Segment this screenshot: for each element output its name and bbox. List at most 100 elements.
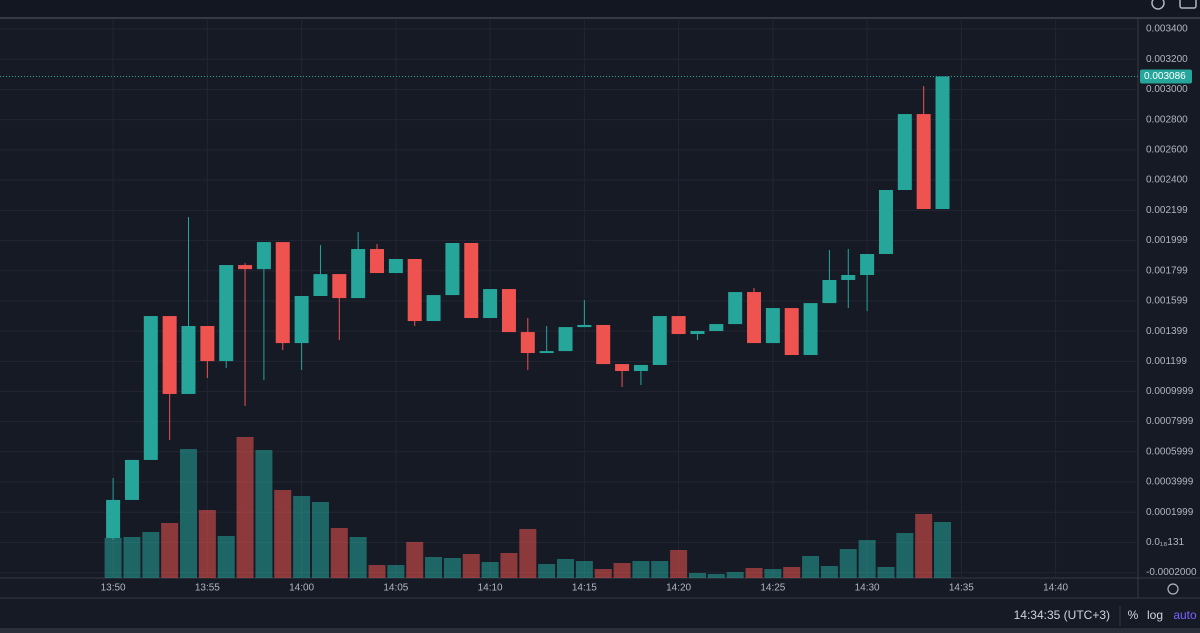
axis-settings-icon[interactable]: [1167, 583, 1179, 595]
candle-body: [143, 316, 158, 460]
percent-toggle[interactable]: %: [1128, 608, 1139, 622]
log-toggle[interactable]: log: [1147, 608, 1163, 622]
y-tick-label: 0.001599: [1146, 296, 1188, 307]
candle-body: [690, 331, 705, 335]
candle-body: [671, 316, 686, 335]
volume-bar: [293, 496, 311, 578]
volume-bar: [123, 537, 141, 578]
y-tick-label: 0.002400: [1146, 175, 1188, 186]
candle-body: [124, 459, 139, 500]
y-tick-label: 0.001199: [1146, 356, 1187, 367]
volume-bar: [877, 567, 895, 578]
volume-bar: [802, 556, 820, 578]
volume-bar: [557, 559, 575, 578]
volume-bar: [915, 514, 933, 578]
y-tick-label: 0.001799: [1146, 265, 1188, 276]
camera-icon[interactable]: [1179, 0, 1197, 9]
y-tick-label: 0.001999: [1146, 235, 1188, 246]
candle-body: [219, 265, 234, 362]
candle-body: [200, 326, 215, 362]
volume-bar: [274, 490, 292, 578]
candle-body: [539, 351, 554, 354]
candle-body: [332, 274, 347, 299]
volume-bar: [349, 537, 367, 578]
auto-toggle[interactable]: auto: [1173, 608, 1197, 622]
candle-body: [916, 114, 931, 210]
candle-body: [256, 242, 271, 270]
candle-body: [652, 316, 667, 365]
x-tick-label: 14:35: [949, 583, 974, 594]
y-tick-label: 0.003000: [1146, 84, 1188, 95]
candle-body: [464, 242, 479, 319]
top-bar: [0, 0, 1200, 18]
y-tick-label: 0.003200: [1146, 54, 1188, 65]
candle-body: [407, 258, 422, 322]
volume-bar: [406, 542, 424, 578]
volume-bar: [481, 562, 499, 578]
candle-body: [784, 308, 799, 356]
volume-bar: [368, 565, 386, 578]
candle-body: [596, 324, 611, 365]
candle-body: [370, 249, 385, 274]
volume-bar: [575, 561, 593, 578]
volume-bar: [726, 572, 744, 578]
volume-bar: [688, 573, 706, 578]
volume-bar: [820, 566, 838, 578]
x-tick-label: 14:05: [383, 583, 408, 594]
volume-bar: [104, 538, 122, 578]
settings-icon[interactable]: [1151, 0, 1165, 10]
x-tick-label: 14:00: [289, 583, 314, 594]
candle-body: [181, 326, 196, 394]
volume-bar: [161, 523, 179, 578]
x-tick-label: 14:30: [855, 583, 880, 594]
y-tick-label: 0.0009999: [1146, 386, 1194, 397]
candle-body: [615, 364, 630, 372]
volume-bar: [500, 553, 518, 578]
y-tick-label: 0.002800: [1146, 114, 1188, 125]
volume-bar: [934, 522, 952, 578]
last-price-label: 0.003086: [1144, 71, 1186, 82]
volume-bar: [142, 532, 160, 578]
volume-bar: [519, 529, 537, 578]
y-tick-label: 0.0003999: [1146, 477, 1194, 488]
x-tick-label: 14:40: [1043, 583, 1068, 594]
x-tick-label: 14:25: [760, 583, 785, 594]
x-tick-label: 14:10: [478, 583, 503, 594]
candle-body: [426, 295, 441, 322]
candle-body: [445, 242, 460, 296]
volume-bar: [896, 533, 914, 578]
candle-body: [841, 274, 856, 280]
candle-body: [483, 289, 498, 319]
x-tick-label: 13:55: [195, 583, 220, 594]
candle-body: [351, 249, 366, 299]
volume-bar: [651, 561, 669, 578]
volume-bar: [198, 510, 216, 578]
volume-bar: [839, 549, 857, 578]
volume-bar: [255, 450, 273, 578]
candle-body: [878, 189, 893, 255]
y-tick-label: 0.002600: [1146, 144, 1188, 155]
candle-body: [313, 274, 328, 296]
scrollbar: [0, 628, 1200, 633]
volume-bar: [387, 565, 405, 578]
volume-bar: [330, 528, 348, 578]
candle-body: [501, 289, 516, 333]
candle-body: [275, 242, 290, 344]
candle-body: [388, 258, 403, 274]
y-tick-label: 0.003400: [1146, 24, 1188, 35]
volume-bar: [311, 502, 329, 578]
candle-body: [803, 303, 818, 356]
volume-bar: [632, 561, 650, 578]
y-tick-label: 0.0007999: [1146, 416, 1194, 427]
volume-bar: [745, 568, 763, 578]
volume-bar: [236, 437, 254, 578]
x-tick-label: 14:20: [666, 583, 691, 594]
volume-bar: [594, 569, 612, 578]
x-tick-label: 13:50: [101, 583, 126, 594]
candle-body: [577, 324, 592, 328]
volume-bar: [443, 558, 461, 578]
candle-body: [897, 114, 912, 190]
y-tick-label: -0.0002000: [1146, 567, 1197, 578]
